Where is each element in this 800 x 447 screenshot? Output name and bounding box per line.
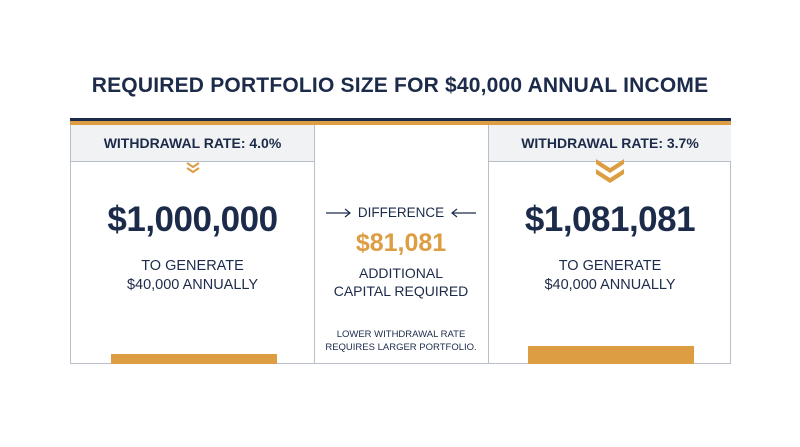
middle-column: DIFFERENCE $81,081 ADDITIONAL CAPITAL RE… [315, 125, 487, 363]
left-amount: $1,000,000 [107, 200, 278, 239]
difference-caption-line2: CAPITAL REQUIRED [333, 283, 469, 299]
arrow-right-icon [325, 208, 352, 218]
right-rate-header: WITHDRAWAL RATE: 3.7% [489, 125, 731, 162]
double-chevron-down-icon [593, 157, 627, 185]
arrow-left-icon [450, 208, 477, 218]
right-caption-line2: $40,000 ANNUALLY [544, 277, 676, 293]
difference-caption-line1: ADDITIONAL [358, 265, 443, 281]
difference-note: LOWER WITHDRAWAL RATE REQUIRES LARGER PO… [315, 328, 487, 354]
left-caption-line1: TO GENERATE [141, 258, 244, 274]
top-rule-navy [70, 118, 731, 121]
comparison-panel: WITHDRAWAL RATE: 4.0% $1,000,000 TO GENE… [70, 125, 731, 364]
left-caption-line2: $40,000 ANNUALLY [126, 277, 259, 293]
difference-label-row: DIFFERENCE [305, 205, 497, 220]
left-column: WITHDRAWAL RATE: 4.0% $1,000,000 TO GENE… [71, 125, 315, 364]
double-chevron-down-icon [185, 162, 201, 174]
right-caption: TO GENERATE $40,000 ANNUALLY [489, 257, 731, 295]
left-rate-header: WITHDRAWAL RATE: 4.0% [71, 125, 314, 162]
left-caption: TO GENERATE $40,000 ANNUALLY [71, 257, 314, 295]
difference-caption: ADDITIONAL CAPITAL REQUIRED [315, 264, 487, 300]
left-rate-label: WITHDRAWAL RATE: 4.0% [103, 135, 282, 151]
left-gold-bar [111, 354, 277, 364]
top-rule-gold [70, 121, 731, 125]
right-gold-bar [528, 346, 694, 364]
difference-note-line2: REQUIRES LARGER PORTFOLIO. [325, 342, 477, 353]
difference-amount: $81,081 [355, 229, 447, 257]
difference-note-line1: LOWER WITHDRAWAL RATE [336, 329, 466, 340]
right-column: WITHDRAWAL RATE: 3.7% $1,081,081 TO GENE… [488, 125, 731, 364]
right-rate-label: WITHDRAWAL RATE: 3.7% [521, 135, 699, 151]
right-caption-line1: TO GENERATE [558, 258, 662, 274]
difference-label: DIFFERENCE [357, 205, 445, 220]
page-title: REQUIRED PORTFOLIO SIZE FOR $40,000 ANNU… [91, 74, 709, 97]
right-amount: $1,081,081 [524, 200, 696, 239]
